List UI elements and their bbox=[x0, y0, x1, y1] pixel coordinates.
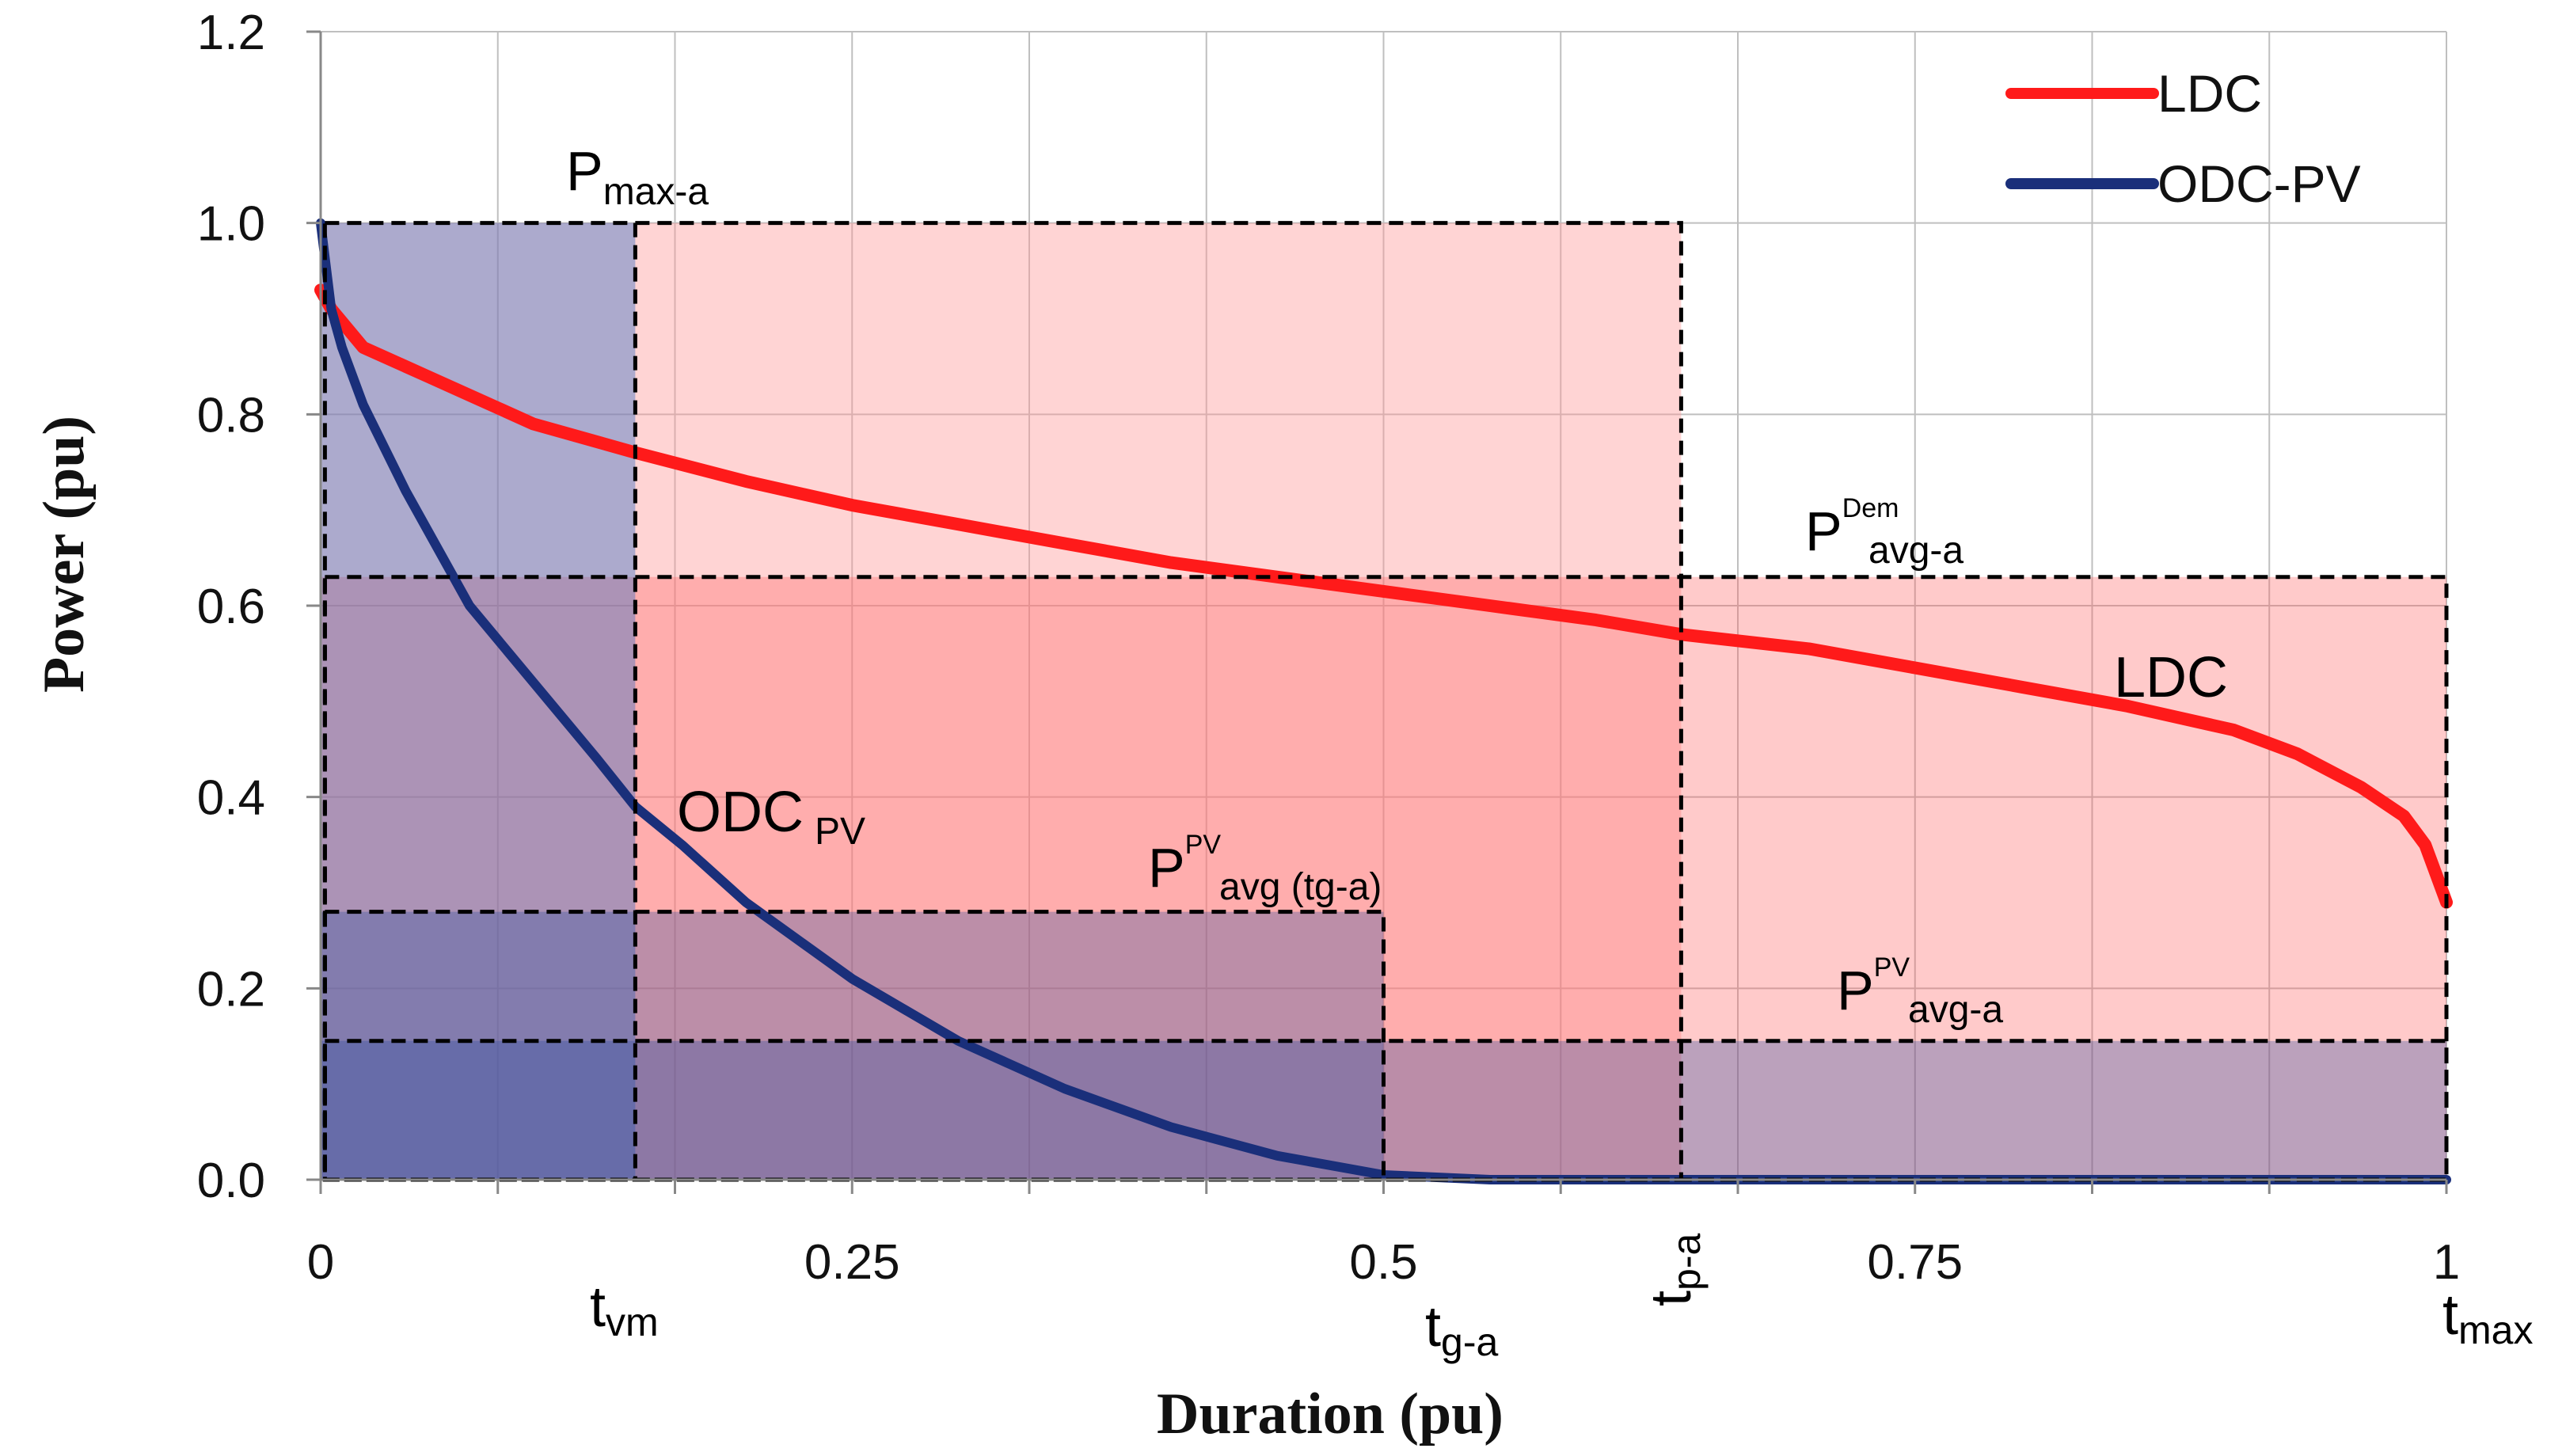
reference-boxes bbox=[322, 221, 2449, 1182]
annotation-p-pv-avg-a: PPV avg-a bbox=[1837, 952, 2003, 1031]
legend-label-odc-pv: ODC-PV bbox=[2157, 154, 2361, 213]
legend-label-ldc: LDC bbox=[2157, 64, 2262, 123]
annotation-t-p-a: tp-a bbox=[1640, 1234, 1709, 1306]
dashed-box-pv-avg-tg bbox=[322, 910, 1386, 1182]
x-tick-label: 0.25 bbox=[804, 1235, 900, 1290]
x-tick-label: 0.5 bbox=[1349, 1235, 1417, 1290]
tick-labels: 0.0 0.2 0.4 0.6 0.8 1.0 1.2 0 0.25 0.5 0.75 1 bbox=[197, 6, 2460, 1290]
x-tick-label: 0.75 bbox=[1867, 1235, 1963, 1290]
x-axis-title: Duration (pu) bbox=[1157, 1382, 1503, 1446]
series-line-ldc bbox=[314, 283, 2453, 909]
annotation-t-g-a: tg-a bbox=[1425, 1295, 1498, 1364]
x-tick-label: 1 bbox=[2433, 1235, 2460, 1290]
y-tick-label: 1.2 bbox=[197, 6, 265, 60]
annotation-t-vm: tvm bbox=[590, 1275, 659, 1344]
annotation-odc-pv-curve: ODC PV bbox=[677, 781, 865, 853]
axes bbox=[306, 30, 2448, 1194]
y-tick-label: 0.2 bbox=[197, 962, 265, 1017]
annotation-p-pv-avg-tg-a: PPV avg (tg-a) bbox=[1148, 830, 1382, 908]
region-pmax-pv bbox=[321, 222, 636, 1180]
annotation-ldc-curve: LDC bbox=[2114, 646, 2228, 709]
annotation-p-dem-avg-a: PDem avg-a bbox=[1805, 493, 1963, 572]
legend: LDC ODC-PV bbox=[2005, 64, 2361, 213]
dashed-box-avg-demand bbox=[322, 575, 2449, 1182]
annotation-t-max: tmax bbox=[2442, 1283, 2533, 1352]
annotation-p-max-a: Pmax-a bbox=[566, 140, 709, 213]
y-tick-label: 0.6 bbox=[197, 580, 265, 634]
x-tick-label: 0 bbox=[307, 1235, 334, 1290]
y-tick-label: 1.0 bbox=[197, 197, 265, 252]
y-tick-label: 0.4 bbox=[197, 771, 265, 826]
y-tick-label: 0.0 bbox=[197, 1154, 265, 1208]
y-tick-label: 0.8 bbox=[197, 388, 265, 443]
y-axis-title: Power (pu) bbox=[32, 416, 97, 693]
